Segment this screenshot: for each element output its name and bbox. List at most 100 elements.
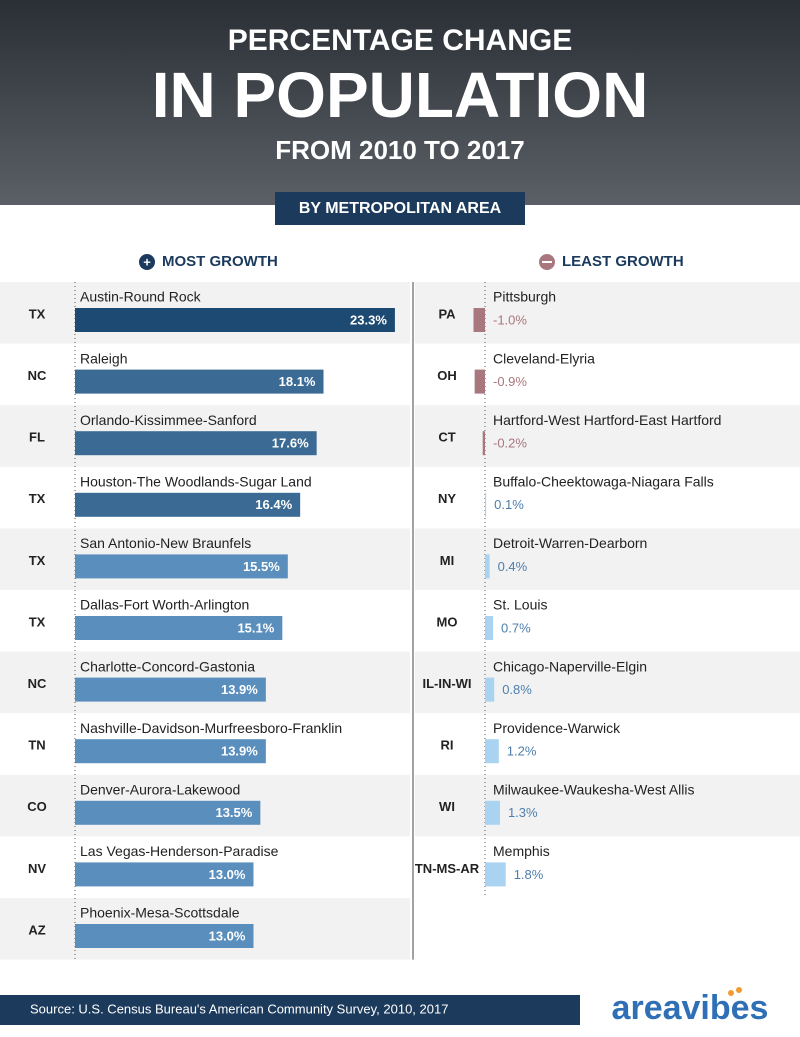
state: TN-MS-AR <box>415 861 480 876</box>
row-band <box>415 282 800 344</box>
bar <box>75 677 266 702</box>
value-label: -0.9% <box>493 374 527 389</box>
bar <box>75 431 317 456</box>
state: NY <box>438 491 456 506</box>
state: CO <box>27 799 47 814</box>
category-label: Phoenix-Mesa-Scottsdale <box>80 905 240 921</box>
value-label: 0.1% <box>494 497 524 512</box>
row-band <box>415 405 800 467</box>
state: MI <box>440 553 454 568</box>
category-label: Raleigh <box>80 350 127 366</box>
category-label: Providence-Warwick <box>493 720 621 736</box>
value-label: 1.2% <box>507 744 537 759</box>
category-label: St. Louis <box>493 597 547 613</box>
value-label: 15.5% <box>243 559 280 574</box>
bar <box>485 800 500 825</box>
value-label: 13.0% <box>209 928 246 943</box>
category-label: Las Vegas-Henderson-Paradise <box>80 843 279 859</box>
bar <box>75 862 254 887</box>
bar <box>485 616 494 640</box>
state: PA <box>438 306 456 321</box>
category-label: Memphis <box>493 843 550 859</box>
header-line3: FROM 2010 TO 2017 <box>275 135 525 165</box>
state: MO <box>437 614 458 629</box>
category-label: Denver-Aurora-Lakewood <box>80 782 240 798</box>
value-label: 13.5% <box>215 805 252 820</box>
bar <box>75 800 261 825</box>
state: NV <box>28 861 46 876</box>
value-label: -1.0% <box>493 312 527 327</box>
footer-bar <box>0 995 580 1025</box>
brand-dot <box>736 987 742 993</box>
category-label: Hartford-West Hartford-East Hartford <box>493 412 721 428</box>
value-label: 1.3% <box>508 805 538 820</box>
header-line1: PERCENTAGE CHANGE <box>228 24 572 57</box>
bar <box>485 677 495 702</box>
value-label: 16.4% <box>255 497 292 512</box>
bar <box>482 431 485 456</box>
bar <box>75 616 283 640</box>
category-label: Chicago-Naperville-Elgin <box>493 658 647 674</box>
header-line2: IN POPULATION <box>152 59 649 131</box>
bar <box>75 308 395 332</box>
value-label: 0.4% <box>498 559 528 574</box>
value-label: 0.7% <box>501 620 531 635</box>
source: Source: U.S. Census Bureau's American Co… <box>30 1001 448 1016</box>
category-label: Dallas-Fort Worth-Arlington <box>80 597 249 613</box>
value-label: 15.1% <box>237 620 274 635</box>
plus-icon <box>139 254 155 270</box>
bar <box>485 554 490 579</box>
state: TN <box>28 738 45 753</box>
value-label: 13.9% <box>221 744 258 759</box>
value-label: 0.8% <box>502 682 532 697</box>
bar <box>75 554 288 579</box>
bar <box>474 369 485 394</box>
bar <box>75 739 266 764</box>
minus-sign <box>542 261 552 263</box>
banner-text: BY METROPOLITAN AREA <box>299 200 502 217</box>
category-label: Milwaukee-Waukesha-West Allis <box>493 782 695 798</box>
category-label: Pittsburgh <box>493 289 556 305</box>
bar <box>473 308 485 332</box>
state: FL <box>29 430 45 445</box>
value-label: 13.0% <box>209 867 246 882</box>
category-label: Austin-Round Rock <box>80 289 202 305</box>
value-label: 13.9% <box>221 682 258 697</box>
state: NC <box>28 368 47 383</box>
category-label: Houston-The Woodlands-Sugar Land <box>80 474 312 490</box>
row-band <box>415 651 800 714</box>
bar <box>75 369 324 394</box>
category-label: Nashville-Davidson-Murfreesboro-Franklin <box>80 720 342 736</box>
category-label: Orlando-Kissimmee-Sanford <box>80 412 257 428</box>
category-label: Detroit-Warren-Dearborn <box>493 535 647 551</box>
category-label: Charlotte-Concord-Gastonia <box>80 658 255 674</box>
row-band <box>415 528 800 590</box>
right-heading: LEAST GROWTH <box>562 253 684 270</box>
state: AZ <box>28 922 45 937</box>
state: WI <box>439 799 455 814</box>
value-label: 17.6% <box>272 436 309 451</box>
state: IL-IN-WI <box>422 676 471 691</box>
state: CT <box>438 430 455 445</box>
brand: areavibes <box>612 989 769 1027</box>
value-label: 23.3% <box>350 312 387 327</box>
bar <box>75 492 301 517</box>
bar <box>485 492 487 517</box>
bar <box>485 862 506 887</box>
category-label: Cleveland-Elyria <box>493 350 595 366</box>
state: NC <box>28 676 47 691</box>
brand-dot <box>728 990 734 996</box>
state: RI <box>441 738 454 753</box>
value-label: -0.2% <box>493 436 527 451</box>
state: TX <box>29 306 46 321</box>
plus-sign: + <box>143 254 151 269</box>
bar <box>485 739 499 764</box>
header-background <box>0 0 800 205</box>
category-label: San Antonio-New Braunfels <box>80 535 251 551</box>
state: TX <box>29 553 46 568</box>
state: OH <box>437 368 457 383</box>
left-heading: MOST GROWTH <box>162 253 278 270</box>
banner <box>275 192 525 225</box>
state: TX <box>29 491 46 506</box>
